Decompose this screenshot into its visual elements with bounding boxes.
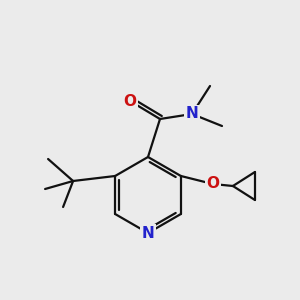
Text: N: N xyxy=(186,106,198,122)
Text: O: O xyxy=(124,94,136,109)
Text: O: O xyxy=(206,176,219,191)
Text: N: N xyxy=(142,226,154,241)
